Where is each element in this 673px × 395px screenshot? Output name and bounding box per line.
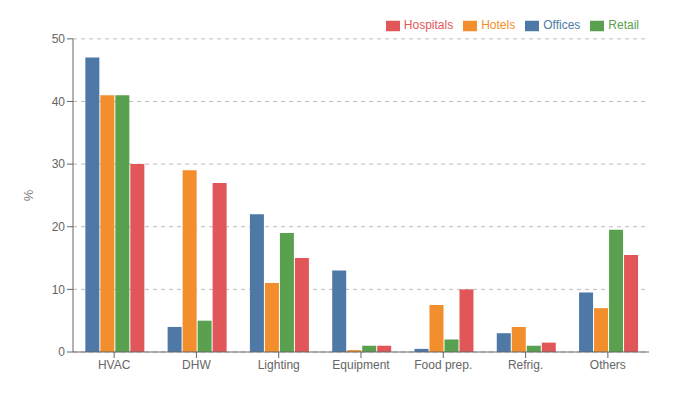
svg-text:DHW: DHW	[182, 358, 211, 372]
svg-text:Equipment: Equipment	[332, 358, 390, 372]
svg-text:50: 50	[52, 32, 66, 46]
svg-text:HVAC: HVAC	[98, 358, 131, 372]
html-text:Retail: Retail	[608, 18, 639, 32]
html-text:Hotels: Hotels	[481, 18, 516, 32]
svg-text:Food prep.: Food prep.	[414, 358, 472, 372]
svg-text:Others: Others	[590, 358, 626, 372]
svg-text:20: 20	[52, 220, 66, 234]
svg-text:0: 0	[58, 345, 65, 359]
svg-text:Lighting: Lighting	[258, 358, 300, 372]
svg-text:30: 30	[52, 157, 66, 171]
svg-text:40: 40	[52, 95, 66, 109]
svg-text:%: %	[21, 189, 36, 201]
html-text:Hospitals: Hospitals	[403, 18, 454, 32]
svg-text:Refrig.: Refrig.	[508, 358, 543, 372]
svg-text:10: 10	[52, 283, 66, 297]
html-text:Offices: Offices	[543, 18, 581, 32]
